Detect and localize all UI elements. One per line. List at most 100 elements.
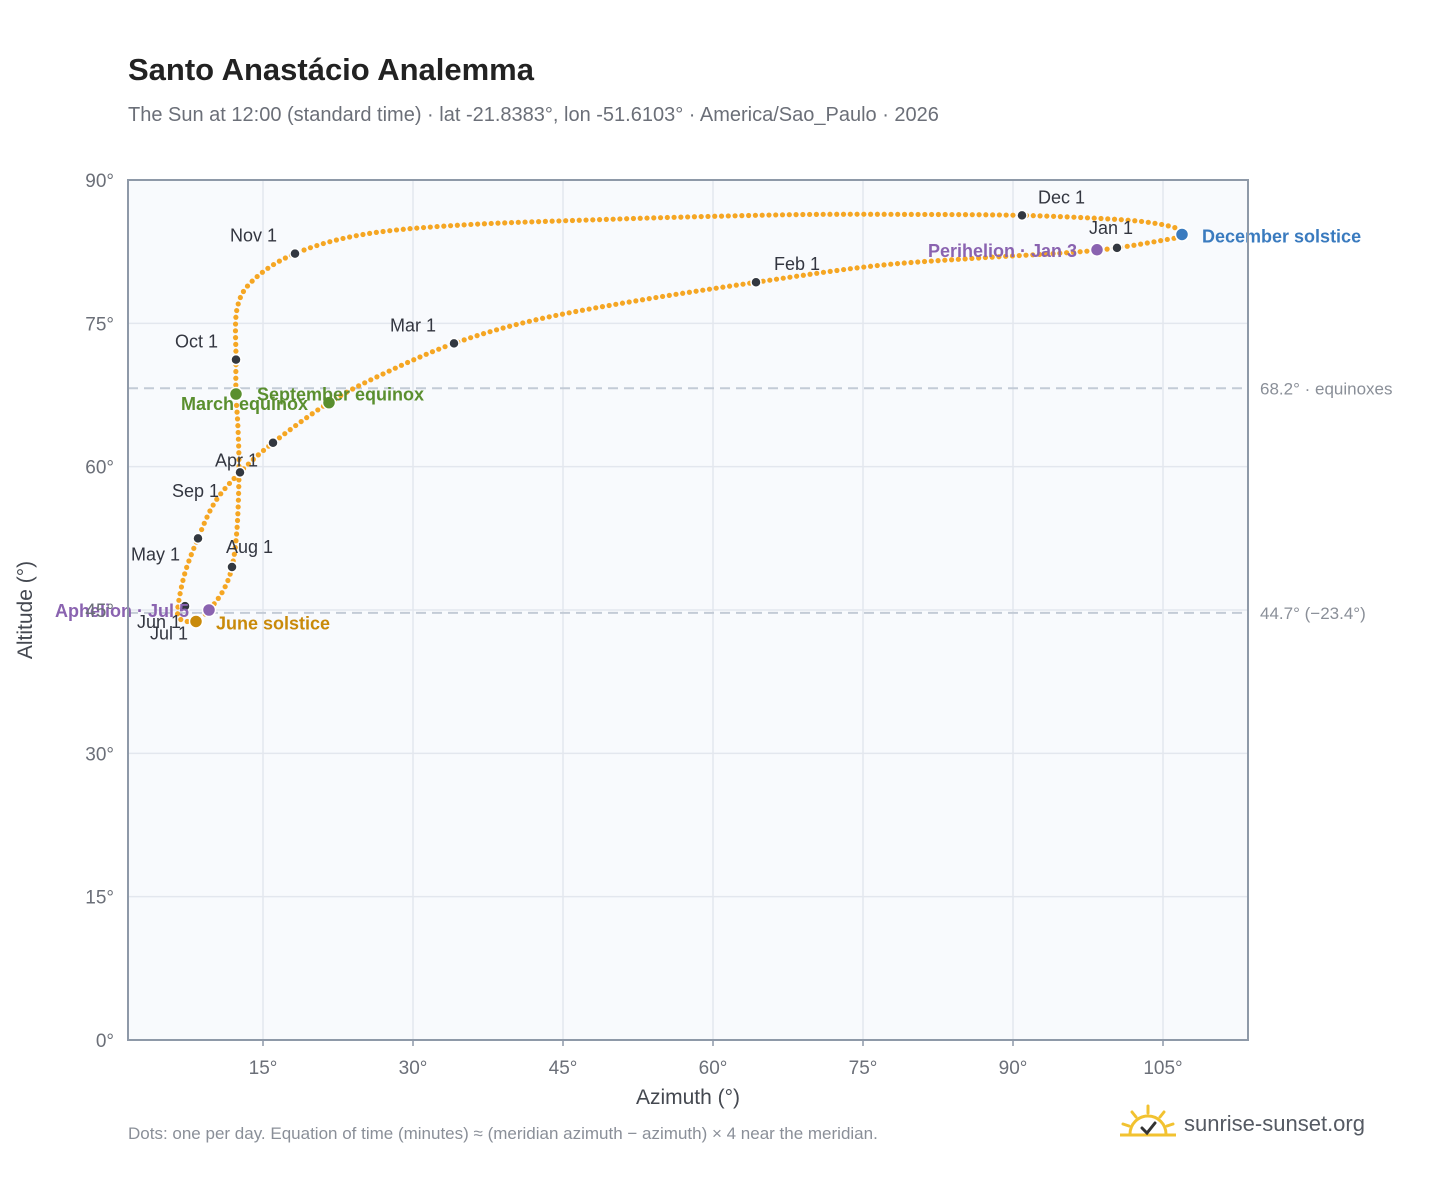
daily-sun-dot bbox=[854, 211, 860, 217]
event-marker bbox=[1174, 227, 1190, 242]
daily-sun-dot bbox=[1118, 217, 1124, 223]
month-marker bbox=[234, 466, 246, 479]
brand[interactable]: sunrise-sunset.org bbox=[1120, 1104, 1365, 1144]
daily-sun-dot bbox=[235, 301, 241, 307]
daily-sun-dot bbox=[236, 484, 242, 490]
daily-sun-dot bbox=[739, 213, 745, 219]
daily-sun-dot bbox=[666, 292, 672, 298]
daily-sun-dot bbox=[539, 315, 546, 321]
daily-sun-dot bbox=[184, 618, 190, 625]
daily-sun-dot bbox=[314, 242, 320, 249]
month-marker bbox=[1111, 242, 1123, 254]
y-tick-label: 75° bbox=[85, 314, 114, 335]
chart-subtitle: The Sun at 12:00 (standard time) · lat -… bbox=[128, 104, 939, 126]
daily-sun-dot bbox=[1050, 251, 1056, 257]
daily-sun-dot bbox=[556, 218, 562, 224]
daily-sun-dot bbox=[468, 335, 474, 341]
x-tick-label: 45° bbox=[549, 1058, 578, 1079]
daily-sun-dot bbox=[874, 211, 880, 217]
daily-sun-dot bbox=[232, 544, 238, 551]
daily-sun-dot bbox=[794, 273, 800, 279]
daily-sun-dot bbox=[186, 558, 192, 564]
daily-sun-dot bbox=[901, 260, 907, 266]
daily-sun-dot bbox=[233, 314, 239, 320]
daily-sun-dot bbox=[468, 221, 474, 228]
daily-sun-dot bbox=[393, 227, 400, 233]
daily-sun-dot bbox=[320, 240, 326, 247]
daily-sun-dot bbox=[1037, 213, 1043, 219]
footnote: Dots: one per day. Equation of time (min… bbox=[128, 1124, 878, 1143]
daily-sun-dot bbox=[800, 211, 806, 218]
daily-sun-dot bbox=[1023, 252, 1029, 258]
daily-sun-dot bbox=[233, 375, 239, 381]
daily-sun-dot bbox=[333, 237, 340, 243]
daily-sun-dot bbox=[227, 571, 233, 577]
daily-sun-dot bbox=[760, 278, 766, 284]
daily-sun-dot bbox=[259, 269, 265, 275]
daily-sun-dot bbox=[1165, 223, 1171, 229]
daily-sun-dot bbox=[915, 259, 921, 265]
y-tick-label: 60° bbox=[85, 458, 114, 479]
daily-sun-dot bbox=[1172, 225, 1178, 231]
daily-sun-dot bbox=[233, 382, 239, 388]
daily-sun-dot bbox=[834, 211, 840, 217]
daily-sun-dot bbox=[234, 416, 241, 422]
month-label: Sep 1 bbox=[172, 481, 219, 501]
daily-sun-dot bbox=[908, 211, 914, 217]
daily-sun-dot bbox=[895, 211, 901, 217]
daily-sun-dot bbox=[204, 514, 210, 520]
daily-sun-dot bbox=[990, 212, 996, 218]
daily-sun-dot bbox=[1125, 217, 1131, 223]
daily-sun-dot bbox=[356, 383, 362, 389]
daily-sun-dot bbox=[752, 212, 759, 218]
daily-sun-dot bbox=[874, 262, 880, 269]
daily-sun-dot bbox=[508, 219, 515, 226]
daily-sun-dot bbox=[429, 349, 436, 355]
daily-sun-dot bbox=[495, 220, 501, 226]
daily-sun-dot bbox=[231, 475, 237, 482]
daily-sun-dot bbox=[1158, 238, 1164, 244]
daily-sun-dot bbox=[488, 220, 494, 227]
daily-sun-dot bbox=[226, 480, 233, 487]
daily-sun-dot bbox=[1003, 212, 1009, 218]
daily-sun-dot bbox=[606, 302, 612, 309]
daily-sun-dot bbox=[996, 212, 1002, 218]
month-marker bbox=[267, 437, 279, 449]
reference-line-label: 44.7° (−23.4°) bbox=[1260, 604, 1366, 623]
daily-sun-dot bbox=[234, 409, 240, 415]
daily-sun-dot bbox=[867, 263, 874, 269]
daily-sun-dot bbox=[461, 222, 467, 228]
month-label: May 1 bbox=[131, 544, 180, 564]
month-label: Mar 1 bbox=[390, 315, 436, 335]
daily-sun-dot bbox=[948, 257, 955, 263]
month-label: Jun 1 bbox=[137, 612, 181, 632]
daily-sun-dot bbox=[969, 212, 975, 218]
daily-sun-dot bbox=[454, 222, 460, 228]
daily-sun-dot bbox=[344, 389, 350, 395]
daily-sun-dot bbox=[840, 211, 847, 217]
daily-sun-dot bbox=[327, 239, 333, 245]
daily-sun-dot bbox=[596, 217, 603, 223]
daily-sun-dot bbox=[706, 286, 713, 292]
daily-sun-dot bbox=[441, 223, 447, 229]
daily-sun-dot bbox=[888, 261, 894, 267]
daily-sun-dot bbox=[522, 219, 528, 225]
daily-sun-dot bbox=[773, 212, 779, 218]
daily-sun-dot bbox=[1152, 220, 1158, 226]
daily-sun-dot bbox=[436, 346, 442, 352]
daily-sun-dot bbox=[222, 485, 228, 492]
daily-sun-dot bbox=[219, 590, 225, 596]
daily-sun-dot bbox=[1131, 242, 1137, 248]
daily-sun-dot bbox=[461, 337, 467, 343]
daily-sun-dot bbox=[1145, 219, 1151, 225]
event-marker bbox=[321, 395, 337, 410]
daily-sun-dot bbox=[235, 497, 241, 503]
daily-sun-dot bbox=[180, 577, 186, 584]
daily-sun-dot bbox=[996, 254, 1002, 260]
daily-sun-dot bbox=[502, 220, 508, 226]
daily-sun-dot bbox=[474, 333, 480, 339]
daily-sun-dot bbox=[368, 377, 374, 383]
daily-sun-dot bbox=[1057, 214, 1063, 220]
daily-sun-dot bbox=[827, 211, 833, 217]
daily-sun-dot bbox=[178, 584, 185, 590]
